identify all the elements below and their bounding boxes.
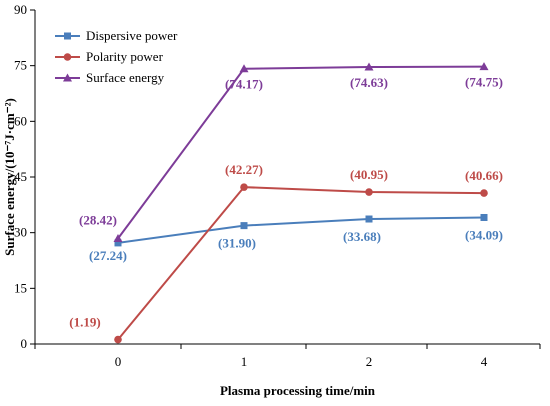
series-layer [113, 62, 489, 344]
series-line-surface-energy [117, 65, 485, 240]
data-label: (42.27) [225, 162, 263, 177]
y-tick-label: 0 [21, 336, 28, 351]
data-label: (40.66) [465, 168, 503, 183]
series-line-dispersive-power [117, 216, 485, 244]
data-label: (28.42) [79, 213, 117, 228]
y-tick-label: 15 [14, 280, 27, 295]
data-point [240, 222, 248, 230]
legend-swatch-marker [63, 53, 72, 61]
y-tick-label: 75 [14, 58, 27, 73]
data-point [364, 62, 374, 71]
data-point [114, 335, 122, 344]
data-point [480, 213, 488, 221]
series-line-polarity-power [117, 186, 485, 341]
data-point [113, 234, 123, 243]
data-label: (34.09) [465, 227, 503, 242]
y-axis-title: Surface energy/(10⁻⁷J·cm⁻²) [2, 98, 17, 256]
data-labels: (27.24) (31.90) (33.68) (34.09) (1.19) (42.27… [69, 75, 503, 330]
data-label: (33.68) [343, 229, 381, 244]
y-tick-label: 30 [14, 225, 27, 240]
x-tick-labels: 0 1 2 4 [115, 354, 488, 369]
axes [30, 9, 541, 349]
data-point [239, 64, 249, 73]
data-label: (74.17) [225, 77, 263, 92]
data-label: (74.63) [350, 75, 388, 90]
legend-entry: Polarity power [86, 49, 164, 64]
y-tick-label: 90 [14, 2, 27, 17]
data-point [114, 239, 122, 247]
y-tick-label: 45 [14, 169, 27, 184]
y-tick-label: 60 [14, 113, 27, 128]
data-point [365, 188, 373, 196]
y-tick-labels: 0 15 30 45 60 75 90 [14, 2, 27, 351]
x-tick-label: 4 [481, 354, 488, 369]
legend-entry: Surface energy [86, 70, 165, 85]
data-point [365, 215, 373, 223]
data-label: (40.95) [350, 167, 388, 182]
x-tick-label: 0 [115, 354, 122, 369]
data-label: (74.75) [465, 75, 503, 90]
legend: Dispersive power Polarity power Surface en… [55, 28, 178, 85]
data-label: (27.24) [89, 248, 127, 263]
data-label: (31.90) [218, 236, 256, 251]
data-point [479, 62, 489, 71]
legend-swatch-marker [64, 32, 71, 40]
legend-entry: Dispersive power [86, 28, 178, 43]
data-point [480, 189, 488, 197]
x-tick-label: 2 [366, 354, 373, 369]
data-point [240, 183, 248, 191]
data-label: (1.19) [69, 315, 100, 330]
legend-swatch-marker [63, 73, 72, 82]
x-tick-label: 1 [241, 354, 248, 369]
x-axis-title: Plasma processing time/min [220, 383, 376, 398]
